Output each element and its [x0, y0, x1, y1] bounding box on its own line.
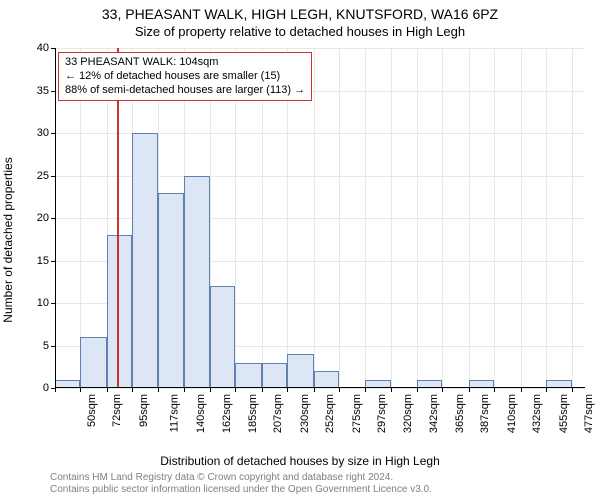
x-tick-mark: [262, 388, 263, 392]
x-tick-label: 342sqm: [428, 394, 440, 433]
x-tick-label: 410sqm: [506, 394, 518, 433]
x-tick-mark: [287, 388, 288, 392]
y-tick-label: 30: [19, 127, 49, 139]
x-tick-label: 320sqm: [403, 394, 415, 433]
y-tick-label: 15: [19, 255, 49, 267]
x-tick-label: 365sqm: [454, 394, 466, 433]
x-tick-label: 230sqm: [299, 394, 311, 433]
footer: Contains HM Land Registry data © Crown c…: [50, 472, 432, 496]
y-tick-label: 35: [19, 85, 49, 97]
grid-line-v: [391, 48, 392, 388]
histogram-bar: [287, 354, 313, 388]
x-tick-mark: [391, 388, 392, 392]
footer-line-1: Contains HM Land Registry data © Crown c…: [50, 472, 432, 484]
x-tick-mark: [184, 388, 185, 392]
x-tick-mark: [442, 388, 443, 392]
x-tick-mark: [158, 388, 159, 392]
grid-line-v: [572, 48, 573, 388]
x-tick-label: 455sqm: [558, 394, 570, 433]
chart-wrapper: 33, PHEASANT WALK, HIGH LEGH, KNUTSFORD,…: [0, 0, 600, 500]
x-tick-label: 387sqm: [480, 394, 492, 433]
chart-subtitle: Size of property relative to detached ho…: [0, 24, 600, 39]
x-axis-line: [55, 387, 585, 388]
y-tick-label: 0: [19, 382, 49, 394]
x-tick-label: 185sqm: [247, 394, 259, 433]
info-line-2: ← 12% of detached houses are smaller (15…: [65, 70, 305, 84]
y-axis-label: Number of detached properties: [1, 157, 15, 322]
grid-line-v: [314, 48, 315, 388]
x-tick-label: 477sqm: [583, 394, 595, 433]
x-tick-label: 50sqm: [86, 394, 98, 427]
histogram-bar: [210, 286, 235, 388]
histogram-bar: [314, 371, 339, 388]
x-tick-mark: [80, 388, 81, 392]
y-tick-label: 40: [19, 42, 49, 54]
x-tick-label: 275sqm: [351, 394, 363, 433]
x-tick-mark: [417, 388, 418, 392]
info-line-1: 33 PHEASANT WALK: 104sqm: [65, 56, 305, 70]
x-tick-label: 117sqm: [168, 394, 180, 432]
x-tick-mark: [107, 388, 108, 392]
x-tick-mark: [546, 388, 547, 392]
x-tick-mark: [235, 388, 236, 392]
marker-info-box: 33 PHEASANT WALK: 104sqm ← 12% of detach…: [58, 52, 312, 101]
x-tick-mark: [521, 388, 522, 392]
x-tick-mark: [132, 388, 133, 392]
x-tick-label: 140sqm: [196, 394, 208, 433]
histogram-bar: [235, 363, 261, 389]
y-tick-label: 20: [19, 212, 49, 224]
x-tick-label: 95sqm: [138, 394, 150, 427]
info-line-3: 88% of semi-detached houses are larger (…: [65, 84, 305, 98]
histogram-bar: [262, 363, 287, 389]
x-tick-label: 162sqm: [221, 394, 233, 433]
x-tick-mark: [210, 388, 211, 392]
histogram-bar: [184, 176, 210, 389]
x-tick-label: 297sqm: [376, 394, 388, 433]
x-tick-mark: [572, 388, 573, 392]
grid-line-v: [365, 48, 366, 388]
grid-line-v: [521, 48, 522, 388]
x-tick-label: 207sqm: [273, 394, 285, 433]
grid-line-v: [494, 48, 495, 388]
x-tick-label: 252sqm: [324, 394, 336, 433]
histogram-bar: [80, 337, 106, 388]
x-tick-label: 72sqm: [111, 394, 123, 427]
x-tick-mark: [314, 388, 315, 392]
grid-line-v: [469, 48, 470, 388]
x-tick-label: 432sqm: [531, 394, 543, 433]
grid-line-v: [339, 48, 340, 388]
histogram-bar: [158, 193, 183, 389]
x-axis-label: Distribution of detached houses by size …: [0, 454, 600, 468]
grid-line-h: [55, 48, 585, 49]
y-tick-label: 5: [19, 340, 49, 352]
grid-line-v: [417, 48, 418, 388]
y-tick-label: 25: [19, 170, 49, 182]
grid-line-v: [546, 48, 547, 388]
x-tick-mark: [55, 388, 56, 392]
x-tick-mark: [339, 388, 340, 392]
x-tick-mark: [494, 388, 495, 392]
x-tick-mark: [469, 388, 470, 392]
x-tick-mark: [365, 388, 366, 392]
chart-title: 33, PHEASANT WALK, HIGH LEGH, KNUTSFORD,…: [0, 6, 600, 22]
grid-line-h: [55, 388, 585, 389]
y-tick-label: 10: [19, 297, 49, 309]
histogram-bar: [107, 235, 132, 388]
footer-line-2: Contains public sector information licen…: [50, 484, 432, 496]
histogram-bar: [132, 133, 158, 388]
y-axis-line: [55, 48, 56, 388]
grid-line-v: [442, 48, 443, 388]
